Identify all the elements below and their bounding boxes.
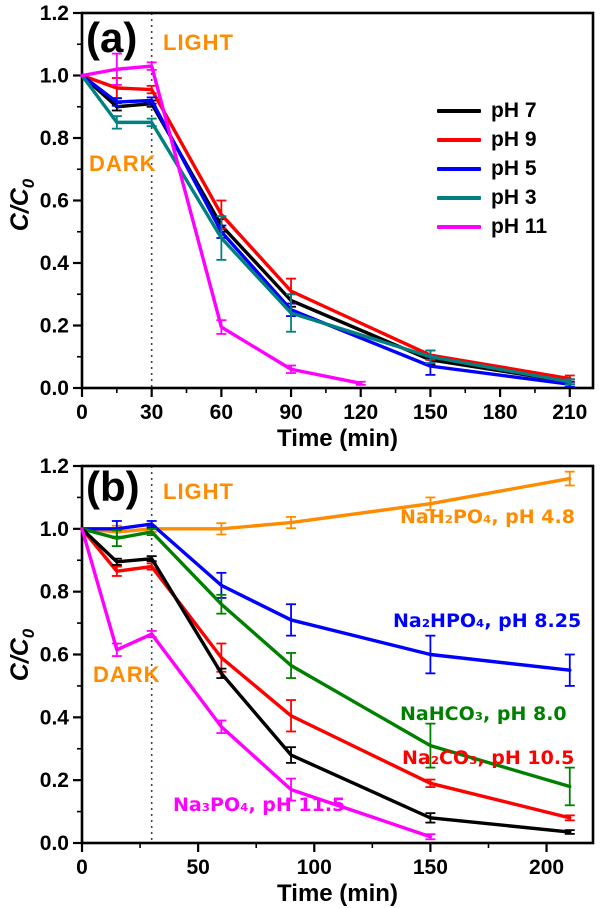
y-tick-label: 1.2 — [40, 2, 69, 25]
error-bars-nahco3 — [111, 527, 575, 807]
series-label-nah2po4: NaH₂PO₄, pH 4.8 — [400, 506, 575, 528]
legend-line-sample — [437, 225, 481, 229]
y-tick-label: 1.2 — [40, 455, 69, 478]
chart-a-canvas: 0 30 60 90 120 150 180 210 0.0 0.2 0.4 0.6 0.8 1.0 1.2… — [40, 2, 595, 452]
x-tick-label: 150 — [413, 401, 448, 424]
x-tick-label: 150 — [413, 856, 448, 879]
x-tick-label: 0 — [76, 856, 88, 879]
y-tick-label: 0.6 — [40, 190, 69, 213]
legend-label: pH 3 — [491, 186, 537, 209]
legend-item-ph3: pH 3 — [437, 186, 547, 209]
legend-label: pH 9 — [491, 128, 537, 151]
y-tick-label: 0.4 — [40, 252, 70, 275]
x-axis-ticks: 0 50 100 150 200 — [76, 843, 564, 879]
legend-line-sample — [437, 167, 481, 171]
annotation-dark-a: DARK — [89, 151, 157, 176]
x-tick-label: 210 — [552, 401, 587, 424]
legend-label: pH 5 — [491, 157, 537, 180]
legend-item-ph5: pH 5 — [437, 157, 547, 180]
series-line-na2hpo4 — [80, 522, 572, 672]
y-tick-label: 0.2 — [40, 315, 69, 338]
series-line-ph-11 — [80, 64, 363, 386]
series-label-na2hpo4: Na₂HPO₄, pH 8.25 — [393, 610, 582, 632]
legend-line-sample — [437, 196, 481, 200]
x-tick-label: 90 — [279, 401, 302, 424]
y-tick-label: 0.0 — [40, 832, 69, 855]
series-label-nahco3: NaHCO₃, pH 8.0 — [400, 703, 567, 725]
error-bars-ph-3 — [111, 115, 575, 386]
series-line-na3po4 — [80, 527, 433, 839]
legend-label: pH 11 — [491, 215, 548, 238]
legend-label: pH 7 — [491, 99, 537, 122]
panel-tag-a: (a) — [86, 14, 138, 61]
x-tick-label: 180 — [483, 401, 518, 424]
x-tick-label: 200 — [529, 856, 564, 879]
annotation-light-a: LIGHT — [163, 30, 234, 55]
error-bars-unlabeled-black — [111, 555, 575, 835]
legend-line-sample — [437, 138, 481, 142]
error-bars-ph-11 — [111, 52, 366, 386]
x-tick-label: 60 — [210, 401, 233, 424]
y-tick-label: 0.4 — [40, 706, 70, 729]
error-bars-na2co3 — [111, 562, 575, 822]
x-tick-label: 0 — [76, 401, 88, 424]
x-axis-ticks: 0 30 60 90 120 150 180 210 — [76, 388, 587, 424]
y-tick-label: 0.8 — [40, 581, 70, 604]
x-axis-label: Time (min) — [277, 425, 398, 452]
y-tick-label: 1.0 — [40, 518, 69, 541]
y-axis-label-a-text: C/C — [6, 188, 34, 232]
x-tick-label: 30 — [140, 401, 163, 424]
legend-line-sample — [437, 109, 481, 113]
y-axis-label-b-subscript: 0 — [19, 628, 38, 639]
y-tick-label: 0.6 — [40, 644, 69, 667]
y-tick-label: 1.0 — [40, 65, 69, 88]
series-label-na2co3: Na₂CO₃, pH 10.5 — [402, 747, 575, 769]
legend: pH 7 pH 9 pH 5 pH 3 pH 11 — [437, 99, 548, 238]
x-tick-label: 120 — [343, 401, 378, 424]
x-tick-label: 50 — [186, 856, 209, 879]
legend-item-ph9: pH 9 — [437, 128, 547, 151]
legend-item-ph7: pH 7 — [437, 99, 547, 122]
y-tick-label: 0.8 — [40, 127, 70, 150]
panel-tag-b: (b) — [86, 463, 140, 510]
y-tick-label: 0.0 — [40, 377, 69, 400]
y-axis-ticks: 0.0 0.2 0.4 0.6 0.8 1.0 1.2 — [40, 2, 82, 400]
annotation-light-b: LIGHT — [163, 479, 234, 504]
chart-b-canvas: 0 50 100 150 200 0.0 0.2 0.4 0.6 0.8 1.0 1.2 Time (m… — [40, 455, 595, 907]
y-axis-label-a-subscript: 0 — [19, 178, 38, 189]
annotation-dark-b: DARK — [93, 662, 161, 687]
y-tick-label: 0.2 — [40, 769, 69, 792]
error-bars-na3po4 — [111, 630, 436, 841]
y-axis-label-a: C/C0 — [5, 140, 38, 270]
y-axis-ticks: 0.0 0.2 0.4 0.6 0.8 1.0 1.2 — [40, 455, 82, 855]
legend-item-ph11: pH 11 — [437, 215, 548, 238]
y-axis-label-b: C/C0 — [5, 590, 38, 720]
y-axis-label-b-text: C/C — [6, 638, 34, 682]
x-axis-label: Time (min) — [277, 880, 398, 907]
x-tick-label: 100 — [297, 856, 332, 879]
series-label-na3po4: Na₃PO₄, pH 11.5 — [173, 794, 346, 816]
